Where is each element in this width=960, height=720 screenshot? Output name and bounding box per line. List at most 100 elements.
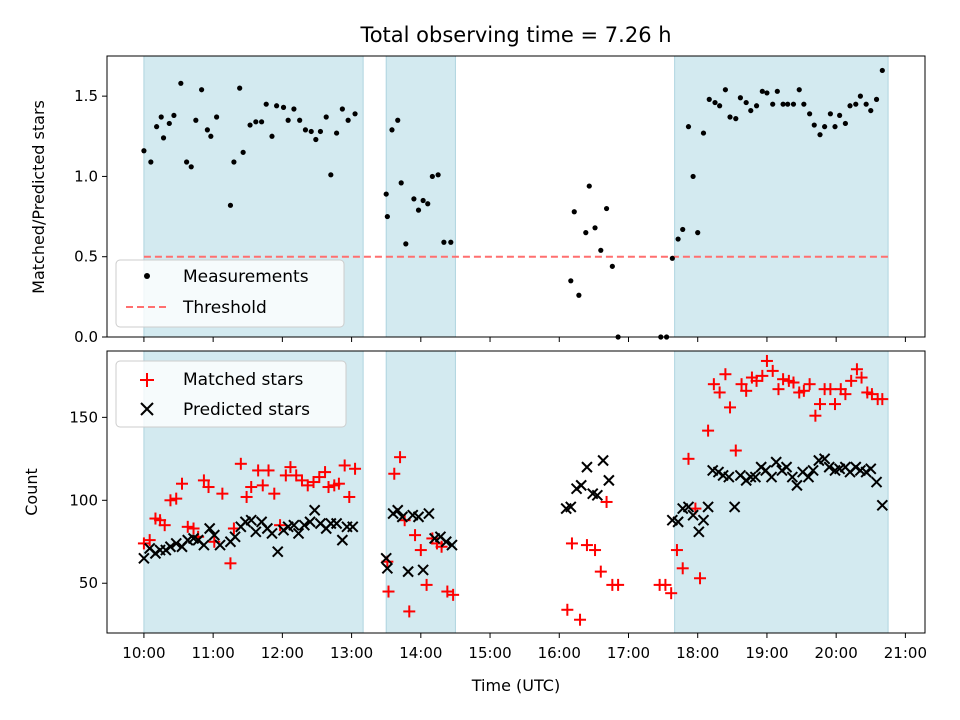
measurement-point — [231, 159, 237, 165]
predicted-point — [876, 499, 889, 511]
measurement-point — [420, 197, 426, 204]
measurement-point — [403, 241, 409, 247]
predicted-point — [381, 562, 394, 575]
predicted-point — [597, 454, 609, 467]
bottom-y-axis-label: Count — [22, 468, 41, 516]
legend-predicted-marker — [140, 402, 154, 416]
measurement-point — [291, 106, 297, 112]
measurement-point — [148, 159, 154, 165]
matched-point — [766, 364, 779, 377]
matched-point — [403, 605, 416, 618]
predicted-point — [687, 509, 699, 521]
matched-point — [659, 578, 672, 591]
measurement-point — [717, 103, 723, 109]
predicted-point — [575, 479, 587, 492]
measurement-point — [695, 230, 701, 236]
measurement-point — [748, 107, 754, 114]
measurement-point — [352, 111, 358, 117]
matched-point — [612, 578, 625, 591]
measurement-point — [339, 106, 345, 112]
matched-point — [394, 451, 407, 464]
predicted-point — [693, 526, 705, 538]
shaded-interval-3 — [674, 350, 889, 634]
matched-point — [580, 539, 593, 552]
measurement-point — [398, 180, 404, 186]
measurement-point — [743, 99, 749, 106]
matched-point — [850, 363, 863, 376]
matched-point — [382, 585, 395, 598]
measurement-point — [313, 136, 319, 143]
matched-point — [268, 487, 281, 500]
measurement-point — [199, 87, 205, 93]
legend-predicted-label: Predicted stars — [183, 400, 310, 420]
measurement-point — [764, 90, 770, 96]
measurement-point — [706, 96, 712, 102]
matched-point — [772, 383, 785, 396]
predicted-point — [392, 504, 404, 516]
predicted-point — [330, 517, 343, 530]
predicted-point — [786, 471, 799, 483]
matched-point — [829, 398, 842, 411]
measurement-point — [184, 159, 190, 165]
measurement-point — [328, 172, 334, 178]
measurement-point — [690, 173, 696, 180]
chart-title: Total observing time = 7.26 h — [359, 23, 671, 47]
predicted-point — [214, 539, 226, 551]
predicted-point — [745, 471, 757, 483]
y-tick-label: 1.0 — [74, 167, 98, 185]
measurement-point — [879, 67, 885, 74]
matched-point — [594, 565, 607, 578]
measurement-point — [411, 196, 417, 202]
top-axes-frame — [106, 55, 926, 338]
predicted-point — [423, 507, 435, 520]
matched-point — [262, 464, 275, 477]
matched-point — [561, 603, 574, 616]
measurement-point — [188, 164, 194, 170]
x-tick-label: 17:00 — [607, 644, 650, 662]
measurement-point — [868, 107, 874, 114]
shaded-interval-2 — [385, 350, 456, 634]
measurement-point — [827, 111, 833, 117]
measurement-point — [297, 117, 303, 123]
matched-point — [332, 477, 345, 490]
matched-point — [574, 613, 587, 626]
predicted-point — [728, 501, 741, 513]
measurement-point — [669, 255, 675, 261]
x-axis-label: Time (UTC) — [471, 676, 560, 695]
predicted-point — [203, 522, 216, 535]
matched-point — [824, 383, 837, 396]
matched-point — [876, 393, 889, 406]
measurement-point — [395, 117, 401, 123]
measurement-point — [817, 132, 823, 138]
measurement-point — [237, 85, 243, 91]
predicted-point — [308, 504, 321, 516]
matched-point — [729, 444, 742, 457]
matched-point — [252, 464, 265, 477]
predicted-point — [288, 519, 300, 531]
measurement-point — [384, 213, 390, 220]
measurement-point — [675, 236, 681, 242]
matched-point — [256, 479, 269, 492]
measurement-point — [441, 239, 447, 245]
measurement-point — [415, 207, 422, 213]
predicted-stars-series — [138, 453, 889, 578]
measurement-point — [737, 95, 744, 101]
predicted-point — [591, 489, 604, 502]
measurement-point — [685, 124, 692, 130]
predicted-point — [138, 552, 150, 565]
predicted-point — [417, 564, 429, 576]
matched-point — [245, 481, 258, 494]
measurement-point — [259, 119, 265, 125]
measurement-point — [308, 128, 314, 135]
matched-point — [797, 384, 810, 397]
matched-point — [760, 354, 773, 367]
predicted-point — [870, 476, 883, 488]
measurement-point — [832, 124, 838, 130]
y-tick-label: 1.5 — [74, 87, 98, 105]
legend-matched-marker — [140, 373, 154, 387]
predicted-point — [292, 527, 305, 540]
predicted-point — [229, 531, 241, 543]
measurement-point — [571, 209, 577, 215]
